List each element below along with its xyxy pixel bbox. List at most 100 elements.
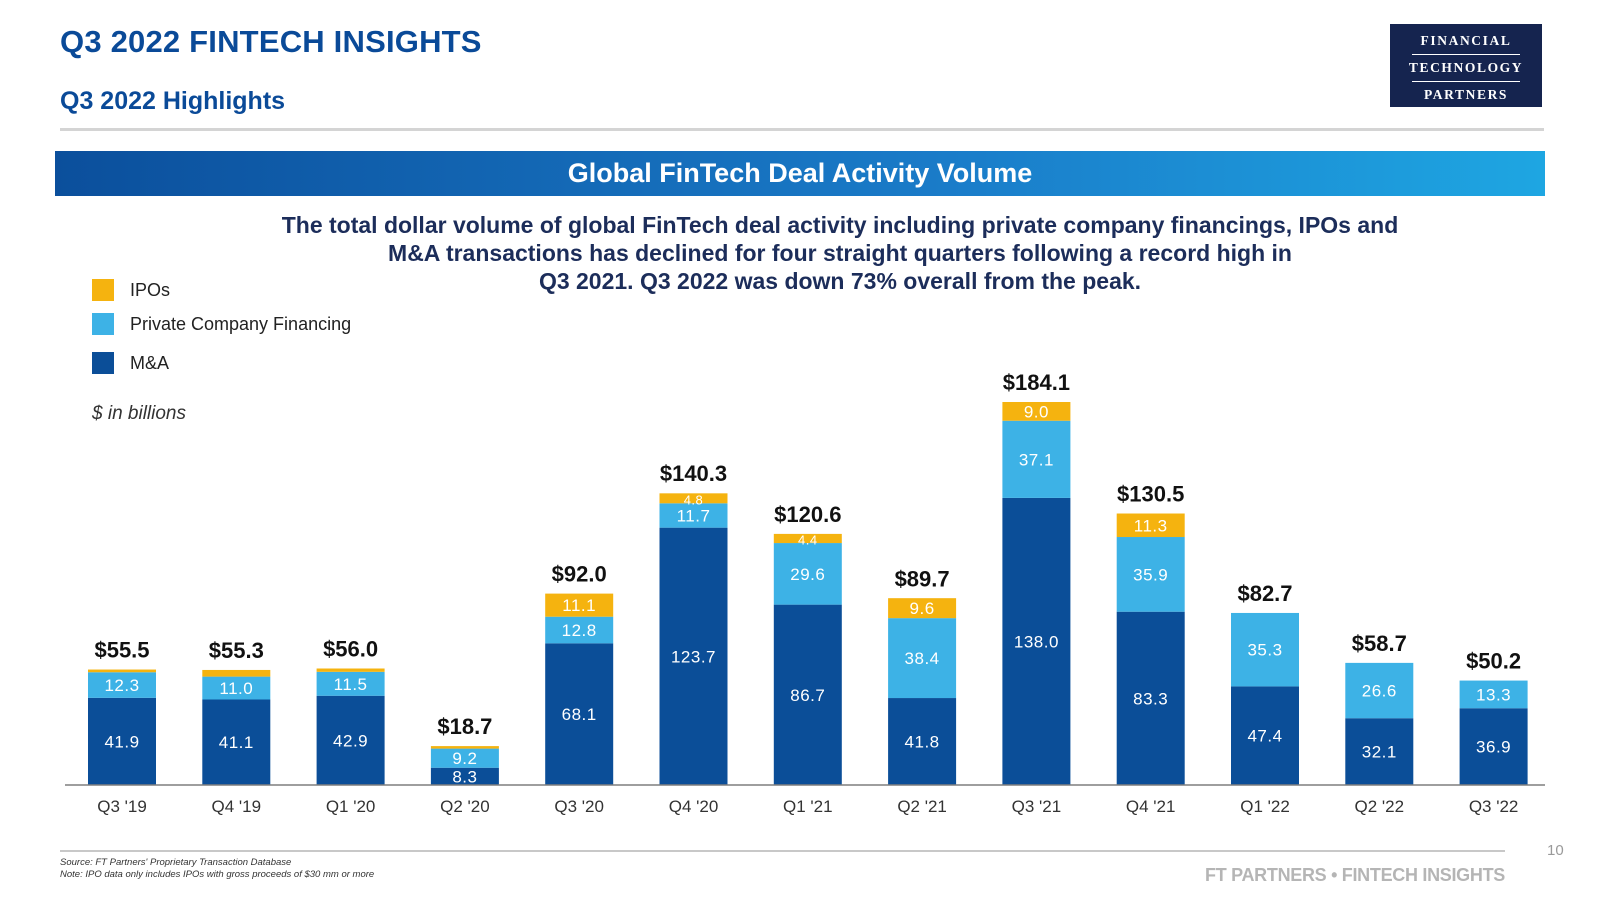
legend-item-ipos: IPOs	[92, 279, 412, 303]
bar-segment-label: 4.4	[798, 532, 818, 547]
bar-segment-label: 41.1	[219, 733, 254, 752]
bar-segment-label: 9.0	[1024, 402, 1049, 421]
bar-segment-m-a	[430, 767, 499, 785]
x-axis-tick-label: Q3 '20	[554, 797, 604, 816]
source-note: Source: FT Partners' Proprietary Transac…	[60, 857, 374, 881]
bar-segment-label: 12.3	[104, 676, 139, 695]
bar-segment-private-company-financing	[88, 672, 156, 698]
x-axis-tick-label: Q1 '22	[1240, 797, 1290, 816]
x-axis-tick-label: Q4 '21	[1126, 797, 1176, 816]
source-line: Source: FT Partners' Proprietary Transac…	[60, 857, 292, 868]
bar-segment-m-a	[1231, 686, 1299, 785]
bar-segment-label: 12.8	[562, 621, 597, 640]
bar-segment-label: 9.2	[452, 749, 477, 768]
bar-segment-m-a	[659, 527, 728, 785]
x-axis-tick-label: Q3 '19	[97, 797, 147, 816]
x-axis-tick-label: Q2 '20	[440, 797, 490, 816]
bar-segment-label: 138.0	[1014, 632, 1059, 651]
bar-segment-label: 68.1	[562, 705, 597, 724]
bar-segment-label: 123.7	[671, 647, 716, 666]
bar-segment-private-company-financing	[1231, 612, 1299, 687]
bar-segment-label: 9.6	[910, 599, 935, 618]
bar-segment-private-company-financing	[1002, 420, 1071, 498]
bar-segment-label: 32.1	[1362, 743, 1397, 762]
bar-segment-label: 42.9	[333, 731, 368, 750]
bar-segment-label: 11.0	[219, 679, 253, 698]
bar-segment-ipos	[659, 493, 728, 504]
description-line-2: M&A transactions has declined for four s…	[388, 240, 1292, 266]
legend-label-ipos: IPOs	[130, 280, 171, 300]
bar-total-label: $89.7	[895, 566, 950, 591]
legend-label-private-financing: Private Company Financing	[130, 314, 352, 334]
bar-segment-ipos	[888, 598, 957, 619]
bar-segment-ipos	[1002, 402, 1071, 421]
bar-total-label: $56.0	[323, 636, 378, 661]
bar-segment-m-a	[888, 698, 957, 785]
bar-segment-ipos	[1116, 513, 1185, 538]
company-logo: FINANCIAL TECHNOLOGY PARTNERS	[1390, 24, 1542, 107]
bar-segment-label: 35.3	[1247, 641, 1282, 660]
bar-segment-private-company-financing	[888, 618, 957, 699]
bar-segment-private-company-financing	[430, 748, 499, 768]
x-axis-tick-label: Q3 '21	[1012, 797, 1062, 816]
page-title: Q3 2022 FINTECH INSIGHTS	[60, 24, 482, 59]
x-axis-tick-label: Q2 '21	[897, 797, 947, 816]
bar-segment-private-company-financing	[773, 543, 842, 605]
x-axis-tick-label: Q4 '20	[669, 797, 719, 816]
bar-segment-m-a	[545, 643, 614, 785]
bar-total-label: $82.7	[1237, 581, 1292, 606]
bar-segment-private-company-financing	[545, 616, 614, 644]
units-label: $ in billions	[92, 403, 186, 424]
legend-swatch-ma	[92, 352, 114, 374]
bar-segment-ipos	[545, 593, 614, 617]
logo-line-3: PARTNERS	[1423, 87, 1509, 102]
bar-segment-label: 47.4	[1247, 727, 1282, 746]
bar-segment-private-company-financing	[659, 503, 728, 528]
bar-segment-m-a	[202, 699, 271, 785]
footer-divider	[60, 850, 1505, 852]
logo-rule	[1412, 81, 1520, 82]
bar-segment-label: 11.3	[1134, 516, 1168, 535]
bar-total-label: $130.5	[1117, 482, 1184, 507]
bar-segment-label: 37.1	[1019, 450, 1054, 469]
bar-segment-label: 86.7	[790, 686, 825, 705]
bar-segment-m-a	[1345, 718, 1414, 785]
bar-segment-label: 83.3	[1133, 689, 1168, 708]
x-axis-tick-label: Q2 '22	[1355, 797, 1405, 816]
bar-total-label: $55.3	[209, 638, 264, 663]
bar-segment-label: 8.3	[452, 767, 477, 786]
bar-segment-label: 29.6	[790, 565, 825, 584]
bar-segment-m-a	[1116, 611, 1185, 785]
bar-segment-ipos	[773, 533, 842, 544]
bar-segment-label: 38.4	[905, 649, 940, 668]
legend-swatch-ipos	[92, 279, 114, 301]
bar-segment-ipos	[88, 669, 156, 673]
bar-segment-ipos	[202, 669, 271, 677]
bar-segment-private-company-financing	[1345, 662, 1414, 719]
bar-segment-m-a	[1002, 497, 1071, 785]
logo-line-2: TECHNOLOGY	[1408, 60, 1524, 75]
bar-segment-m-a	[316, 695, 385, 785]
x-axis-tick-label: Q1 '21	[783, 797, 833, 816]
header-divider	[60, 128, 1544, 131]
bar-segment-label: 41.8	[905, 733, 940, 752]
x-axis-tick-label: Q3 '22	[1469, 797, 1519, 816]
legend-item-ma: M&A	[92, 352, 412, 376]
bar-total-label: $184.1	[1003, 370, 1070, 395]
page-number: 10	[1547, 842, 1564, 859]
bar-total-label: $140.3	[660, 461, 727, 486]
bar-segment-m-a	[88, 697, 156, 785]
bar-total-label: $58.7	[1352, 631, 1407, 656]
page-subtitle: Q3 2022 Highlights	[60, 87, 286, 115]
bar-segment-label: 26.6	[1362, 682, 1397, 701]
chart-description: The total dollar volume of global FinTec…	[270, 211, 1410, 295]
legend-swatch-private-financing	[92, 313, 114, 335]
note-line: Note: IPO data only includes IPOs with g…	[60, 869, 375, 880]
bar-segment-private-company-financing	[202, 676, 271, 700]
bar-segment-label: 13.3	[1476, 685, 1511, 704]
bar-segment-ipos	[316, 668, 385, 672]
section-banner: Global FinTech Deal Activity Volume	[55, 151, 1545, 196]
legend-label-ma: M&A	[130, 353, 170, 373]
description-line-1: The total dollar volume of global FinTec…	[281, 212, 1399, 238]
